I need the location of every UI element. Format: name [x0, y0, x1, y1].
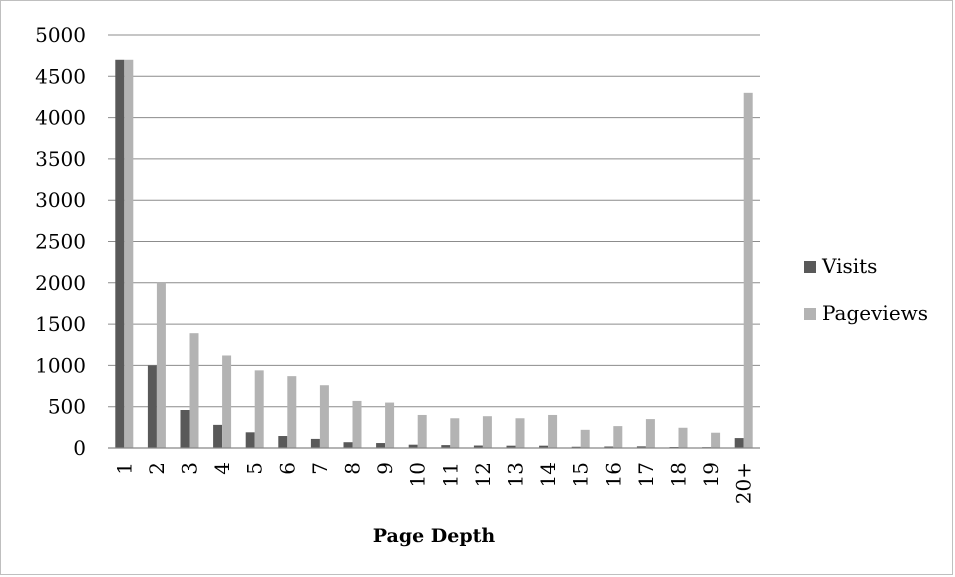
gridlines [108, 34, 760, 408]
bar-pageviews-19 [711, 432, 721, 448]
bar-pageviews-4 [222, 355, 232, 448]
y-tick-label: 4000 [35, 106, 86, 130]
bar-pageviews-2 [156, 282, 166, 448]
bar-visits-3 [180, 410, 190, 448]
bar-pageviews-9 [385, 402, 395, 448]
x-axis-title: Page Depth [373, 525, 496, 547]
bar-pageviews-15 [580, 429, 590, 448]
bar-visits-7 [310, 438, 320, 448]
bar-visits-15 [571, 446, 581, 448]
x-tick-label: 10 [406, 462, 430, 487]
bar-pageviews-20+ [743, 92, 753, 448]
bar-pageviews-11 [450, 418, 460, 448]
legend-label-pageviews: Pageviews [822, 301, 928, 325]
x-tick-label: 3 [178, 462, 202, 475]
x-tick-label: 4 [210, 462, 234, 475]
x-tick-label: 8 [341, 462, 365, 475]
y-tick-label: 1000 [35, 353, 86, 377]
legend: Visits Pageviews [804, 254, 928, 325]
bar-visits-1 [115, 59, 125, 448]
bar-pageviews-18 [678, 427, 688, 448]
x-tick-label: 7 [308, 462, 332, 475]
x-tick-label: 18 [667, 462, 691, 487]
bar-pageviews-8 [352, 400, 362, 448]
bar-pageviews-7 [319, 385, 329, 448]
bar-visits-10 [408, 444, 418, 448]
legend-swatch-visits [804, 261, 816, 273]
x-tick-label: 13 [504, 462, 528, 487]
bar-visits-8 [343, 442, 353, 448]
bar-visits-13 [506, 445, 516, 448]
y-tick-label: 500 [48, 395, 86, 419]
bar-visits-14 [539, 445, 549, 448]
bar-visits-2 [147, 365, 157, 448]
x-tick-label: 1 [112, 462, 136, 475]
y-tick-labels: 0 500 1000 1500 2000 2500 3000 3500 4000 4500 5000 [35, 23, 86, 460]
y-tick-label: 5000 [35, 23, 86, 47]
bar-pageviews-3 [189, 333, 199, 448]
bar-pageviews-13 [515, 418, 525, 448]
bar-visits-17 [636, 446, 646, 448]
bar-visits-4 [213, 424, 223, 448]
x-tick-label: 20+ [732, 462, 756, 504]
x-tick-label: 16 [601, 462, 625, 487]
x-tick-label: 5 [243, 462, 267, 475]
y-tick-label: 0 [73, 436, 86, 460]
bar-pageviews-14 [548, 414, 558, 448]
x-tick-label: 6 [275, 462, 299, 475]
x-tick-label: 11 [438, 462, 462, 487]
bars [115, 59, 753, 448]
y-tick-label: 3500 [35, 147, 86, 171]
y-tick-label: 3000 [35, 188, 86, 212]
legend-swatch-pageviews [804, 308, 816, 320]
bar-pageviews-17 [645, 419, 655, 448]
bar-visits-5 [245, 432, 255, 448]
bar-visits-20+ [734, 438, 744, 448]
bar-visits-11 [441, 445, 451, 448]
legend-label-visits: Visits [821, 254, 877, 278]
bar-pageviews-16 [613, 426, 623, 448]
bar-visits-12 [473, 445, 483, 448]
x-tick-label: 19 [699, 462, 723, 487]
bar-pageviews-6 [287, 376, 297, 448]
bar-visits-9 [376, 443, 386, 448]
y-tick-label: 2000 [35, 271, 86, 295]
x-tick-labels: 1 2 3 4 5 6 7 8 9 10 11 12 13 14 15 16 17 18 19 20+ [112, 462, 755, 504]
bar-pageviews-12 [482, 416, 492, 448]
y-tick-label: 1500 [35, 312, 86, 336]
bar-pageviews-1 [124, 59, 134, 448]
x-tick-label: 12 [471, 462, 495, 487]
x-tick-label: 15 [569, 462, 593, 487]
bar-pageviews-5 [254, 370, 264, 448]
y-tick-label: 2500 [35, 230, 86, 254]
bar-visits-16 [604, 446, 614, 448]
x-tick-label: 17 [634, 462, 658, 487]
y-tick-label: 4500 [35, 64, 86, 88]
x-tick-label: 14 [536, 462, 560, 487]
bar-pageviews-10 [417, 414, 427, 448]
x-tick-label: 2 [145, 462, 169, 475]
x-tick-label: 9 [373, 462, 397, 475]
bar-visits-6 [278, 436, 288, 448]
